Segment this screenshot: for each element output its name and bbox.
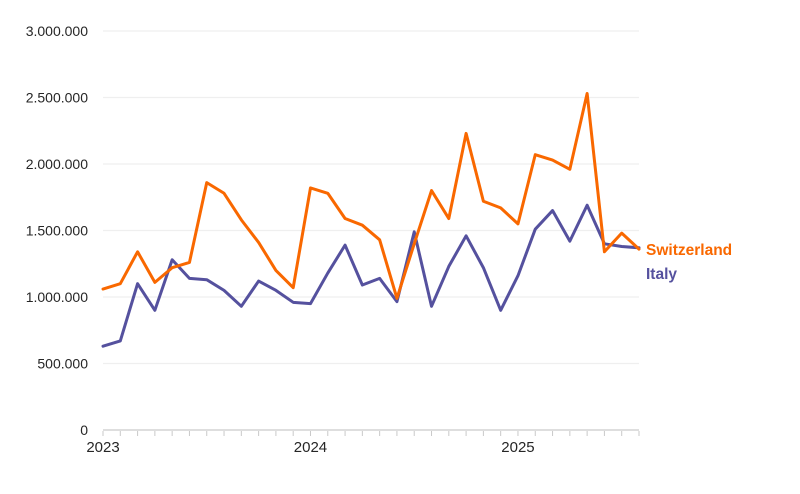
series-lines: [101, 92, 641, 348]
x-axis-label: 2023: [86, 439, 119, 456]
y-axis-label: 0: [80, 422, 88, 438]
switzerland-line: [101, 92, 641, 300]
y-axis-labels: 0 500.000 1.000.000 1.500.000 2.000.000 2.500…: [26, 23, 89, 438]
y-axis-label: 3.000.000: [26, 23, 88, 39]
series-label-italy: Italy: [646, 266, 677, 283]
gridlines: [103, 30, 639, 365]
x-axis-labels: 2023 2024 2025: [86, 439, 534, 456]
x-axis: [102, 429, 640, 436]
y-axis-label: 1.000.000: [26, 289, 88, 305]
x-axis-label: 2024: [294, 439, 327, 456]
x-axis-label: 2025: [501, 439, 534, 456]
series-label-switzerland: Switzerland: [646, 242, 732, 259]
y-axis-label: 500.000: [37, 356, 88, 372]
italy-line: [101, 203, 641, 348]
y-axis-label: 2.000.000: [26, 156, 88, 172]
y-axis-label: 2.500.000: [26, 90, 88, 106]
y-axis-label: 1.500.000: [26, 223, 88, 239]
